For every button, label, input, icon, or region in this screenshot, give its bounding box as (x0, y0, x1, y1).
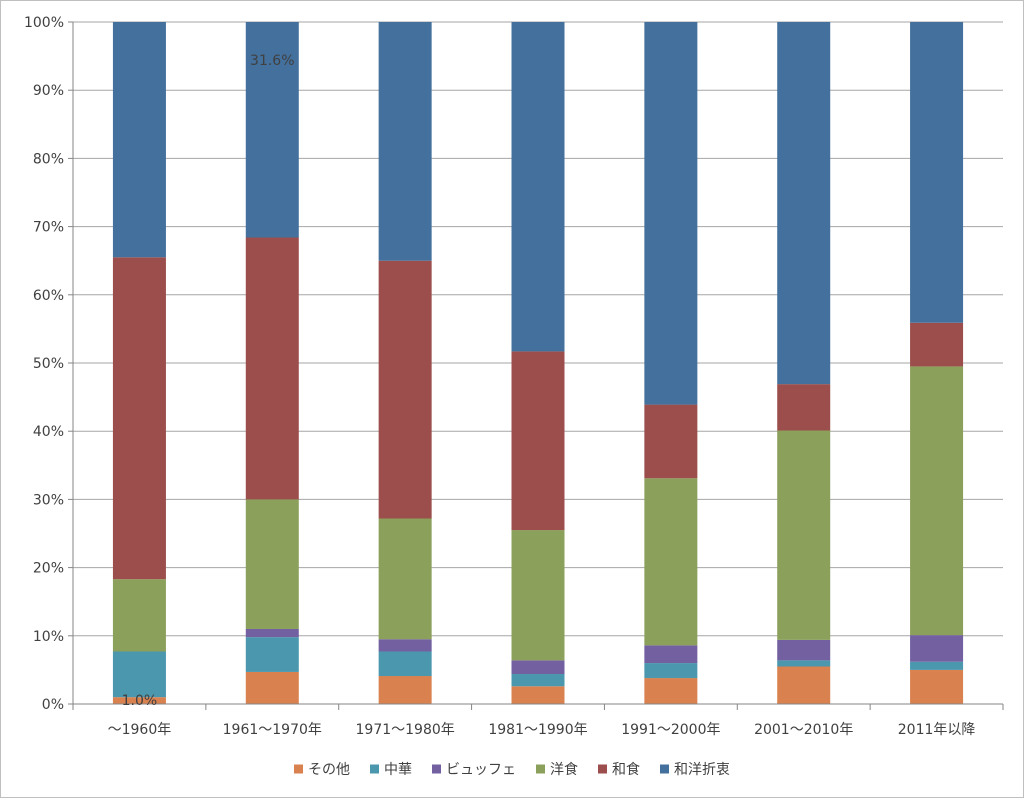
x-category-label: 1971～1980年 (356, 722, 455, 738)
bar-segment (378, 651, 432, 677)
legend-label: 中華 (384, 762, 412, 778)
legend-label: 和食 (612, 761, 640, 778)
bar-segment (511, 351, 565, 531)
legend-label: その他 (308, 762, 350, 778)
bar-segment (511, 22, 565, 352)
y-tick-label: 0% (42, 697, 64, 713)
legend-item: その他 (294, 762, 350, 778)
bar-segment (112, 651, 166, 698)
y-tick-label: 30% (33, 492, 64, 508)
y-tick-label: 100% (24, 15, 64, 31)
bar-segment (910, 635, 964, 662)
legend-item: 和食 (597, 761, 640, 778)
bar-segment (777, 22, 831, 385)
legend-label: 和洋折衷 (674, 761, 730, 778)
bar-segment (644, 22, 698, 405)
data-labels: 31.6% 1.0% (122, 53, 295, 709)
x-category-label: 1991～2000年 (621, 722, 720, 738)
y-tick-label: 90% (33, 83, 64, 99)
x-category-label: ～1960年 (108, 722, 172, 738)
legend-swatch (370, 764, 380, 774)
legend: その他 中華 ビュッフェ 洋食 和食 和洋折衷 (294, 761, 730, 778)
bar-segment (910, 366, 964, 636)
bar-segment (378, 676, 432, 704)
legend-item: ビュッフェ (432, 762, 516, 778)
bar-segment (378, 22, 432, 261)
y-tick-label: 40% (33, 424, 64, 440)
bar-segment (644, 645, 698, 664)
y-tick-label: 20% (33, 561, 64, 577)
bar-segment (245, 499, 299, 629)
bar-segment (511, 660, 565, 674)
bar-segment (245, 22, 299, 238)
bar-segment (378, 518, 432, 640)
data-label: 1.0% (122, 693, 158, 709)
bar-segment (245, 237, 299, 500)
bar-segment (644, 678, 698, 704)
bar-segment (777, 430, 831, 640)
bar-segment (511, 686, 565, 704)
bar-segment (112, 579, 166, 652)
y-tick-label: 50% (33, 356, 64, 372)
axes: 0% 10% 20% 30% 40% 50% 60% 70% 80% 90% 100% ～1960年 1… (24, 15, 1004, 738)
x-category-label: 2001～2010年 (754, 722, 853, 738)
bar-segment (112, 697, 166, 704)
y-tick-label: 80% (33, 151, 64, 167)
bar-segment (910, 322, 964, 367)
bar-segment (644, 478, 698, 646)
bar-segment (112, 22, 166, 258)
bar-segment (910, 661, 964, 670)
legend-item: 中華 (370, 762, 412, 778)
bar-segment (777, 660, 831, 667)
y-tick-label: 10% (33, 629, 64, 645)
bar-segment (644, 404, 698, 479)
legend-item: 和洋折衷 (659, 761, 730, 778)
bars (112, 22, 964, 704)
legend-swatch (597, 764, 607, 774)
legend-swatch (535, 764, 545, 774)
bar-segment (777, 639, 831, 661)
bar-segment (777, 666, 831, 704)
x-category-label: 2011年以降 (898, 722, 976, 738)
bar-segment (245, 637, 299, 672)
legend-label: 洋食 (550, 761, 578, 778)
bar-segment (777, 384, 831, 431)
legend-swatch (294, 764, 304, 774)
bar-segment (511, 530, 565, 661)
data-label: 31.6% (250, 53, 294, 69)
bar-segment (644, 663, 698, 679)
bar-segment (511, 673, 565, 687)
legend-swatch (432, 764, 442, 774)
bar-segment (910, 669, 964, 704)
legend-swatch (659, 764, 669, 774)
y-tick-label: 60% (33, 288, 64, 304)
bar-segment (112, 257, 166, 580)
bar-segment (378, 260, 432, 519)
bar-segment (245, 671, 299, 704)
bar-segment (245, 628, 299, 638)
bar-segment (378, 639, 432, 652)
bar-segment (910, 22, 964, 323)
legend-label: ビュッフェ (446, 762, 516, 778)
x-category-label: 1961～1970年 (223, 722, 322, 738)
x-category-label: 1981～1990年 (488, 722, 587, 738)
legend-item: 洋食 (535, 761, 578, 778)
y-tick-label: 70% (33, 220, 64, 236)
